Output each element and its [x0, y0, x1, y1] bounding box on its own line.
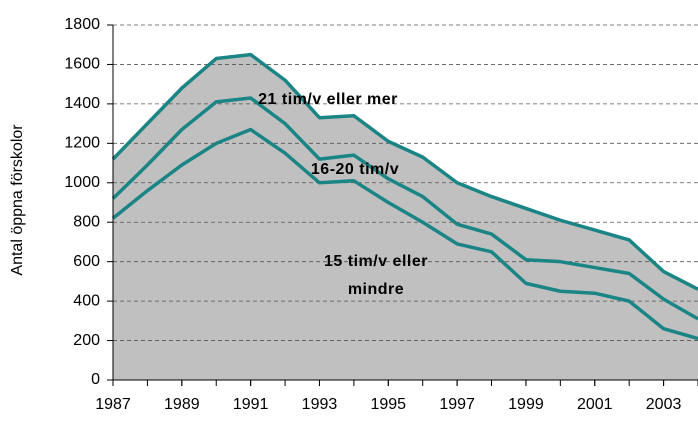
y-tick-label: 1400: [64, 95, 100, 112]
x-tick-label: 2003: [646, 396, 682, 413]
x-tick-label: 1987: [95, 396, 131, 413]
series-label: 21 tim/v eller mer: [258, 91, 398, 108]
y-tick-label: 1000: [64, 174, 100, 191]
y-tick-label: 600: [73, 253, 100, 270]
series-line: [111, 96, 698, 321]
series-line: [111, 52, 698, 291]
x-tick-label: 1995: [370, 396, 406, 413]
x-tick-label: 1989: [164, 396, 200, 413]
x-tick-label: 1993: [302, 396, 338, 413]
series-line: [111, 127, 698, 341]
series-label: 15 tim/v eller mindre: [324, 253, 428, 298]
y-tick-label: 1600: [64, 56, 100, 73]
y-tick-label: 0: [91, 371, 100, 388]
x-tick-label: 1999: [508, 396, 544, 413]
area: [113, 129, 698, 380]
y-tick-label: 1800: [64, 16, 100, 33]
y-tick-label: 800: [73, 213, 100, 230]
x-tick-label: 1997: [439, 396, 475, 413]
series-label: 16-20 tim/v: [310, 161, 400, 178]
x-tick-label: 1991: [233, 396, 269, 413]
y-tick-label: 400: [73, 292, 100, 309]
y-tick-label: 1200: [64, 135, 100, 152]
y-axis-label: Antal öppna förskolor: [9, 124, 26, 276]
area: [113, 97, 698, 339]
x-tick-label: 2001: [577, 396, 613, 413]
y-tick-label: 200: [73, 332, 100, 349]
